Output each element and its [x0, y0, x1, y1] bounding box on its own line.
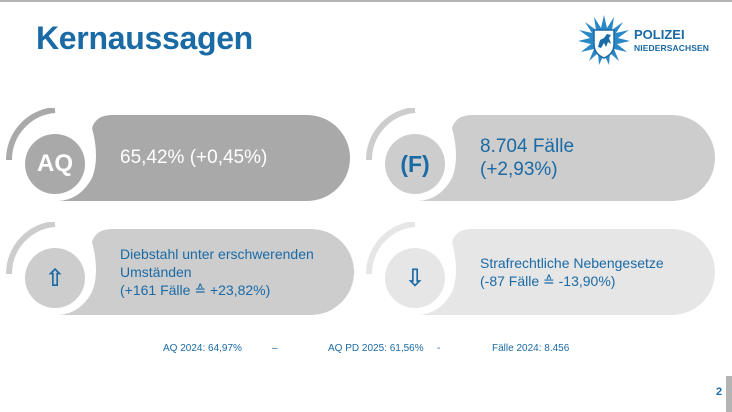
aq-badge-label: AQ	[37, 150, 73, 177]
police-star-emblem-icon	[578, 15, 630, 65]
page-marker-bar	[726, 376, 732, 412]
card-text: Diebstahl unter erschwerenden Umständen …	[120, 222, 314, 322]
card-faelle: (F) 8.704 Fälle (+2,93%)	[360, 108, 720, 208]
logo-text: POLIZEI NIEDERSACHSEN	[634, 28, 709, 54]
card-nebengesetze: ⇩ Strafrechtliche Nebengesetze (-87 Fäll…	[360, 222, 720, 322]
footer-separator: -	[437, 343, 441, 354]
card-shape	[5, 222, 354, 315]
police-logo: POLIZEI NIEDERSACHSEN	[578, 14, 718, 68]
footer-separator: –	[272, 343, 278, 354]
card-shape	[5, 108, 350, 201]
footer-faelle-2024: Fälle 2024: 8.456	[492, 343, 570, 354]
card-shape	[365, 222, 715, 315]
arrow-up-icon: ⇧	[44, 264, 66, 292]
logo-line-polizei: POLIZEI	[634, 27, 685, 42]
diebstahl-line-1: Diebstahl unter erschwerenden	[120, 246, 314, 262]
card-text: 65,42% (+0,45%)	[120, 108, 267, 208]
footer-aq-pd-2025: AQ PD 2025: 61,56%	[328, 343, 424, 354]
card-diebstahl: ⇧ Diebstahl unter erschwerenden Umstände…	[0, 222, 360, 322]
faelle-badge: (F)	[385, 134, 445, 194]
logo-line-niedersachsen: NIEDERSACHSEN	[634, 43, 709, 53]
top-border	[0, 0, 732, 2]
aq-badge: AQ	[25, 134, 85, 194]
card-text: 8.704 Fälle (+2,93%)	[480, 108, 574, 208]
faelle-badge-label: (F)	[400, 150, 430, 177]
diebstahl-line-3: (+161 Fälle ≙ +23,82%)	[120, 282, 271, 298]
nebengesetze-line-2: (-87 Fälle ≙ -13,90%)	[480, 273, 616, 289]
faelle-change: (+2,93%)	[480, 159, 558, 180]
aq-value: 65,42% (+0,45%)	[120, 147, 268, 168]
card-aufklaerungsquote: AQ 65,42% (+0,45%)	[0, 108, 360, 208]
page-title: Kernaussagen	[36, 20, 253, 56]
increase-badge: ⇧	[25, 248, 85, 308]
diebstahl-line-2: Umständen	[120, 264, 192, 280]
page-number: 2	[716, 386, 723, 398]
faelle-count: 8.704 Fälle	[480, 136, 575, 157]
decrease-badge: ⇩	[385, 248, 445, 308]
card-shape	[365, 108, 715, 201]
footer-aq-2024: AQ 2024: 64,97%	[163, 343, 242, 354]
arrow-down-icon: ⇩	[404, 264, 426, 292]
nebengesetze-line-1: Strafrechtliche Nebengesetze	[480, 255, 664, 271]
card-text: Strafrechtliche Nebengesetze (-87 Fälle …	[480, 222, 664, 322]
